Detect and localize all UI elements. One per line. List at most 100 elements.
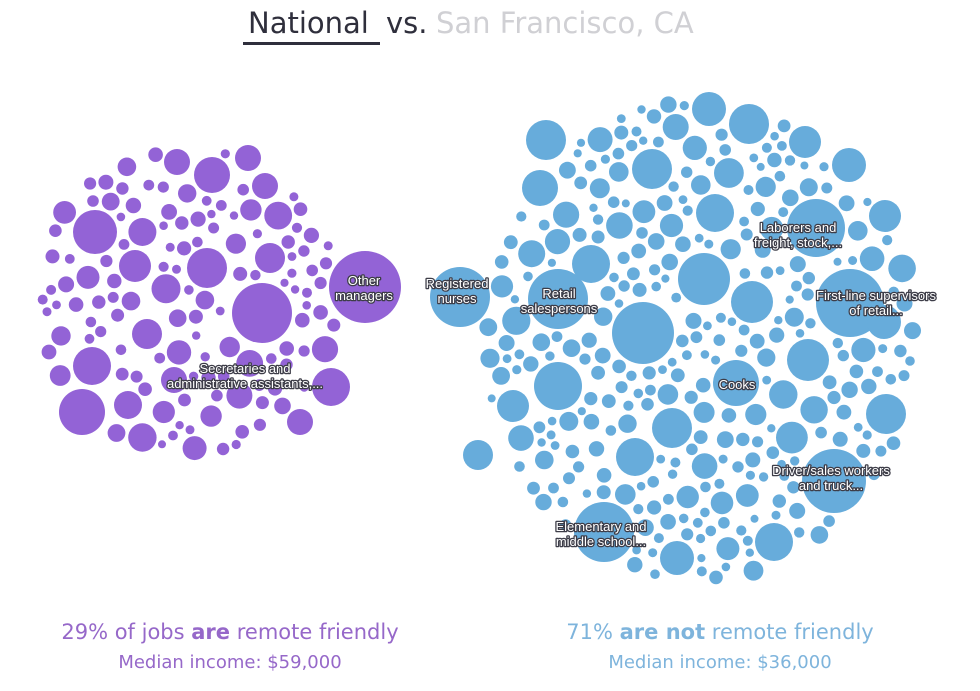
not-remote-occupation-bubble[interactable] bbox=[559, 411, 579, 431]
not-remote-occupation-bubble[interactable] bbox=[523, 271, 533, 282]
not-remote-occupation-bubble[interactable] bbox=[718, 454, 728, 464]
remote-occupation-bubble[interactable] bbox=[158, 261, 169, 272]
not-remote-occupation-bubble[interactable] bbox=[600, 154, 611, 164]
not-remote-occupation-bubble[interactable] bbox=[562, 339, 581, 358]
not-remote-occupation-bubble[interactable] bbox=[762, 375, 772, 385]
not-remote-occupation-bubble[interactable] bbox=[704, 239, 714, 249]
remote-occupation-bubble[interactable] bbox=[100, 254, 113, 268]
remote-occupation-bubble[interactable] bbox=[298, 245, 310, 257]
not-remote-occupation-bubble[interactable] bbox=[596, 468, 612, 483]
remote-occupation-bubble[interactable] bbox=[250, 269, 261, 281]
not-remote-occupation-bubble[interactable] bbox=[563, 472, 575, 485]
not-remote-occupation-bubble[interactable] bbox=[715, 128, 728, 141]
remote-occupation-bubble[interactable] bbox=[188, 371, 199, 381]
remote-occupation-bubble[interactable] bbox=[266, 353, 277, 364]
remote-occupation-bubble[interactable] bbox=[84, 177, 97, 190]
not-remote-occupation-bubble[interactable] bbox=[651, 281, 661, 292]
remote-occupation-bubble[interactable] bbox=[231, 439, 241, 450]
not-remote-occupation-bubble[interactable] bbox=[518, 240, 546, 268]
not-remote-occupation-bubble[interactable] bbox=[736, 525, 747, 536]
not-remote-occupation-bubble[interactable] bbox=[713, 360, 759, 406]
remote-occupation-bubble[interactable] bbox=[225, 233, 246, 254]
tab-national[interactable]: National bbox=[248, 6, 369, 40]
not-remote-occupation-bubble[interactable] bbox=[714, 158, 744, 188]
remote-occupation-bubble[interactable] bbox=[148, 147, 163, 162]
remote-occupation-bubble[interactable] bbox=[166, 340, 192, 365]
remote-occupation-bubble[interactable] bbox=[49, 224, 62, 237]
not-remote-occupation-bubble[interactable] bbox=[594, 347, 611, 364]
not-remote-occupation-bubble[interactable] bbox=[767, 424, 776, 433]
not-remote-occupation-bubble[interactable] bbox=[727, 317, 737, 327]
remote-occupation-bubble[interactable] bbox=[85, 316, 97, 328]
remote-occupation-bubble[interactable] bbox=[151, 274, 181, 304]
not-remote-occupation-bubble[interactable] bbox=[686, 443, 698, 456]
not-remote-occupation-bubble[interactable] bbox=[822, 375, 837, 390]
not-remote-occupation-bubble[interactable] bbox=[574, 176, 588, 190]
not-remote-occupation-bubble[interactable] bbox=[535, 450, 554, 470]
not-remote-occupation-bubble[interactable] bbox=[627, 557, 643, 573]
remote-occupation-bubble[interactable] bbox=[280, 278, 289, 287]
not-remote-occupation-bubble[interactable] bbox=[616, 438, 654, 476]
not-remote-occupation-bubble[interactable] bbox=[832, 337, 843, 349]
remote-occupation-bubble[interactable] bbox=[240, 199, 262, 221]
not-remote-occupation-bubble[interactable] bbox=[678, 253, 730, 305]
remote-occupation-bubble[interactable] bbox=[64, 254, 75, 264]
not-remote-occupation-bubble[interactable] bbox=[527, 481, 540, 495]
not-remote-occupation-bubble[interactable] bbox=[800, 161, 809, 170]
not-remote-occupation-bubble[interactable] bbox=[637, 105, 646, 114]
not-remote-occupation-bubble[interactable] bbox=[642, 366, 656, 380]
remote-occupation-bubble[interactable] bbox=[235, 425, 249, 439]
not-remote-occupation-bubble[interactable] bbox=[534, 362, 582, 410]
not-remote-occupation-bubble[interactable] bbox=[685, 312, 702, 329]
not-remote-occupation-bubble[interactable] bbox=[705, 156, 716, 167]
not-remote-occupation-bubble[interactable] bbox=[657, 384, 679, 405]
not-remote-occupation-bubble[interactable] bbox=[833, 257, 842, 266]
remote-occupation-bubble[interactable] bbox=[121, 291, 141, 311]
not-remote-occupation-bubble[interactable] bbox=[905, 356, 915, 366]
not-remote-occupation-bubble[interactable] bbox=[573, 461, 585, 473]
remote-occupation-bubble[interactable] bbox=[302, 301, 312, 310]
remote-occupation-bubble[interactable] bbox=[236, 350, 264, 377]
not-remote-occupation-bubble[interactable] bbox=[502, 354, 512, 364]
not-remote-occupation-bubble[interactable] bbox=[523, 356, 539, 372]
remote-occupation-bubble[interactable] bbox=[201, 195, 212, 206]
not-remote-occupation-bubble[interactable] bbox=[678, 195, 688, 205]
not-remote-occupation-bubble[interactable] bbox=[532, 333, 551, 352]
remote-occupation-bubble[interactable] bbox=[115, 344, 127, 356]
not-remote-occupation-bubble[interactable] bbox=[888, 286, 899, 297]
not-remote-occupation-bubble[interactable] bbox=[633, 504, 644, 515]
not-remote-occupation-bubble[interactable] bbox=[649, 264, 661, 276]
not-remote-occupation-bubble[interactable] bbox=[896, 295, 913, 312]
remote-occupation-bubble[interactable] bbox=[187, 248, 227, 288]
remote-occupation-bubble[interactable] bbox=[281, 235, 295, 249]
not-remote-occupation-bubble[interactable] bbox=[632, 149, 672, 189]
not-remote-occupation-bubble[interactable] bbox=[861, 378, 877, 395]
not-remote-occupation-bubble[interactable] bbox=[851, 337, 876, 363]
not-remote-occupation-bubble[interactable] bbox=[612, 147, 625, 160]
not-remote-occupation-bubble[interactable] bbox=[601, 394, 616, 408]
not-remote-occupation-bubble[interactable] bbox=[681, 166, 693, 178]
remote-occupation-bubble[interactable] bbox=[178, 184, 197, 203]
not-remote-occupation-bubble[interactable] bbox=[904, 322, 921, 340]
not-remote-occupation-bubble[interactable] bbox=[770, 131, 779, 141]
not-remote-occupation-bubble[interactable] bbox=[771, 510, 781, 520]
remote-occupation-bubble[interactable] bbox=[42, 307, 52, 317]
remote-occupation-bubble[interactable] bbox=[188, 309, 203, 324]
remote-occupation-bubble[interactable] bbox=[119, 250, 151, 282]
not-remote-occupation-bubble[interactable] bbox=[894, 344, 907, 358]
not-remote-occupation-bubble[interactable] bbox=[667, 357, 677, 367]
not-remote-occupation-bubble[interactable] bbox=[821, 182, 833, 194]
remote-occupation-bubble[interactable] bbox=[290, 285, 300, 294]
remote-occupation-bubble[interactable] bbox=[37, 294, 48, 305]
not-remote-occupation-bubble[interactable] bbox=[658, 365, 667, 374]
not-remote-occupation-bubble[interactable] bbox=[718, 517, 730, 529]
not-remote-occupation-bubble[interactable] bbox=[678, 513, 689, 524]
not-remote-occupation-bubble[interactable] bbox=[779, 471, 790, 481]
remote-occupation-bubble[interactable] bbox=[291, 222, 303, 233]
remote-occupation-bubble[interactable] bbox=[41, 344, 57, 360]
not-remote-occupation-bubble[interactable] bbox=[749, 153, 759, 163]
not-remote-occupation-bubble[interactable] bbox=[739, 216, 749, 227]
remote-occupation-bubble[interactable] bbox=[116, 182, 129, 195]
not-remote-occupation-bubble[interactable] bbox=[732, 461, 744, 473]
remote-occupation-bubble[interactable] bbox=[161, 204, 178, 220]
